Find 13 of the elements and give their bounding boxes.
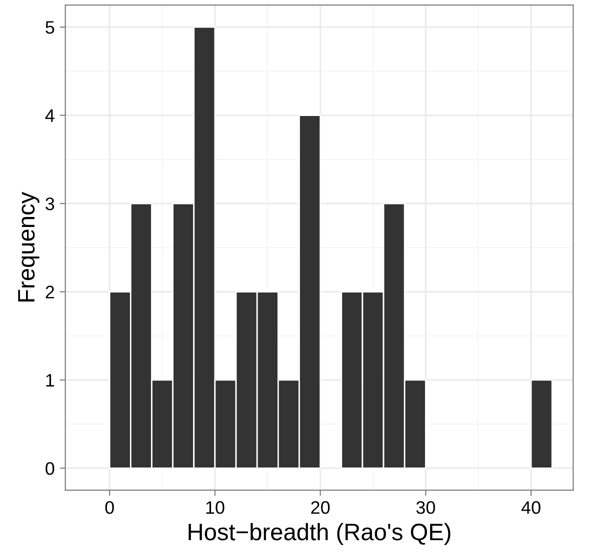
y-tick-label: 5 — [46, 21, 54, 34]
x-tick-label: 40 — [521, 501, 540, 514]
y-axis-title: Frequency — [18, 192, 40, 302]
y-tick-label: 1 — [46, 374, 54, 387]
x-tick-label: 20 — [311, 501, 330, 514]
x-tick-label: 30 — [416, 501, 436, 514]
x-tick-label: 0 — [105, 501, 114, 514]
y-tick-label: 4 — [45, 109, 54, 122]
y-tick-label: 0 — [46, 462, 54, 475]
x-axis-title: Host−breadth (Rao's QE) — [188, 523, 450, 546]
x-tick-label: 10 — [206, 501, 224, 514]
y-tick-label: 3 — [46, 197, 54, 210]
y-tick-label: 2 — [46, 286, 54, 298]
